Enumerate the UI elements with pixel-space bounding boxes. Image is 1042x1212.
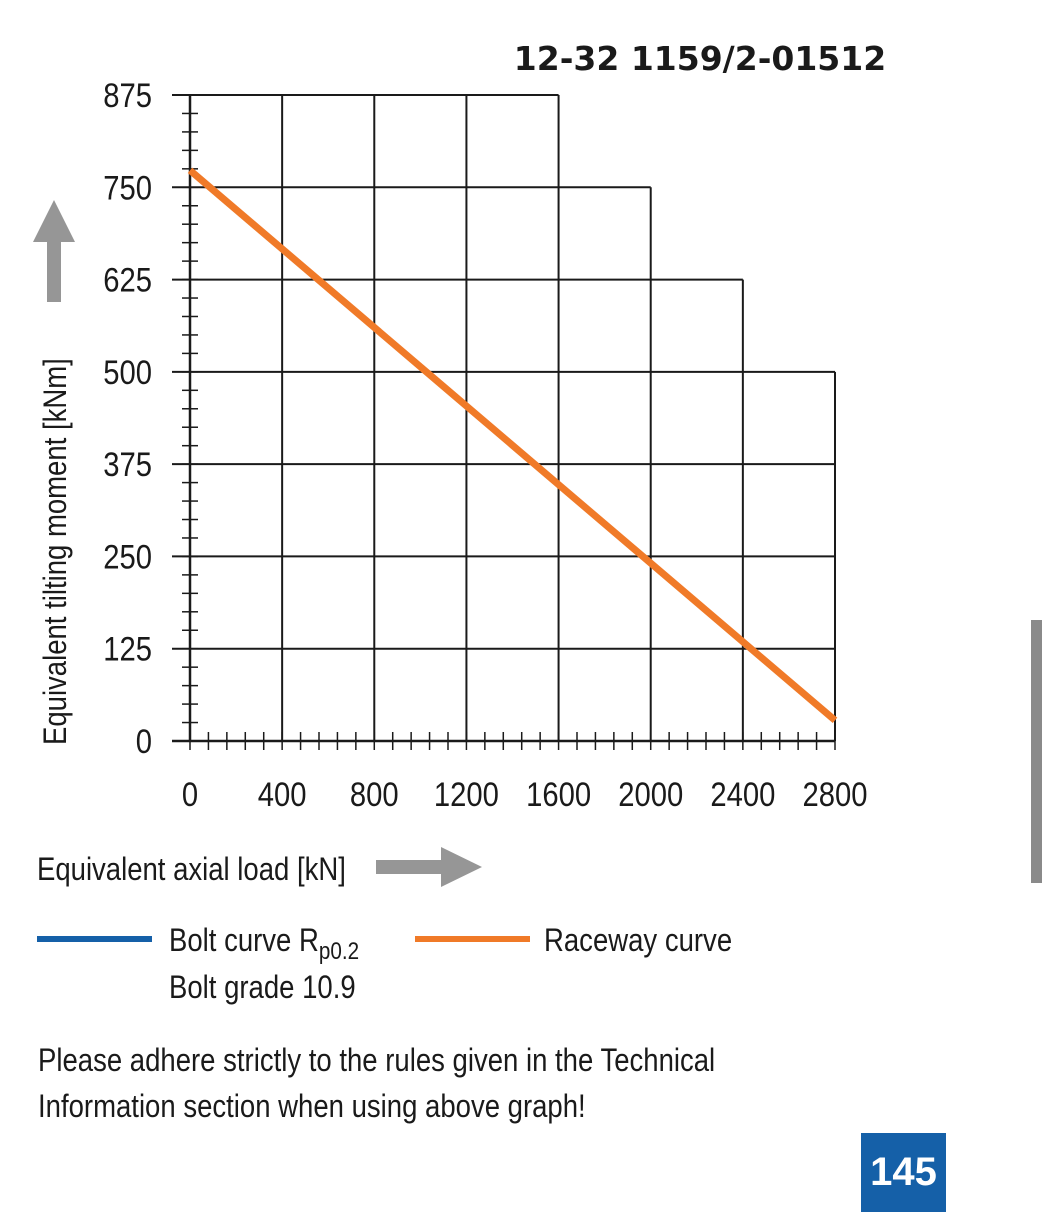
arrow-up-icon [33, 200, 75, 302]
x-tick-label-2000: 2000 [618, 775, 683, 814]
x-tick-label-2800: 2800 [802, 775, 867, 814]
bolt-grade-label: Bolt grade 10.9 [169, 969, 356, 1005]
grid [172, 94, 836, 741]
axis-minor-ticks [182, 94, 836, 750]
series [187, 167, 838, 723]
usage-note-line-1: Please adhere strictly to the rules give… [38, 1042, 716, 1078]
tick-labels: 0 125 250 375 500 625 750 875 0 400 800 1200 1600 200… [103, 76, 867, 814]
x-tick-label-1200: 1200 [434, 775, 499, 814]
section-tab [1031, 620, 1042, 883]
raceway-curve-swatch [415, 936, 530, 942]
figure-code: 12-32 1159/2-01512 [514, 39, 886, 78]
arrow-right-icon [376, 847, 482, 887]
axes [172, 95, 835, 743]
x-axis-label: Equivalent axial load [kN] [37, 852, 346, 887]
bolt-curve-label: Bolt curve Rp0.2 [169, 922, 359, 970]
y-tick-label-750: 750 [103, 168, 152, 207]
bolt-curve-text: Bolt curve R [169, 922, 319, 958]
page-number: 145 [861, 1133, 946, 1212]
x-tick-label-400: 400 [258, 775, 307, 814]
y-tick-label-875: 875 [103, 76, 152, 115]
chart: 12-32 1159/2-01512 0 125 250 375 500 625 750 87… [33, 39, 886, 888]
usage-note: Please adhere strictly to the rules give… [38, 1037, 715, 1129]
y-tick-label-375: 375 [103, 445, 152, 484]
x-tick-label-1600: 1600 [526, 775, 591, 814]
x-tick-label-800: 800 [350, 775, 399, 814]
y-tick-label-125: 125 [103, 630, 152, 669]
y-tick-label-250: 250 [103, 537, 152, 576]
y-tick-label-500: 500 [103, 353, 152, 392]
x-tick-label-0: 0 [182, 775, 198, 814]
x-tick-label-2400: 2400 [710, 775, 775, 814]
y-axis-label: Equivalent tilting moment [kNm] [38, 358, 73, 745]
bolt-curve-subscript: p0.2 [318, 938, 360, 965]
y-tick-label-0: 0 [136, 722, 152, 761]
bolt-curve-swatch [37, 936, 152, 942]
series-line-raceway-curve [187, 167, 838, 723]
y-tick-label-625: 625 [103, 260, 152, 299]
raceway-curve-label: Raceway curve [544, 922, 733, 958]
usage-note-line-2: Information section when using above gra… [38, 1088, 586, 1124]
